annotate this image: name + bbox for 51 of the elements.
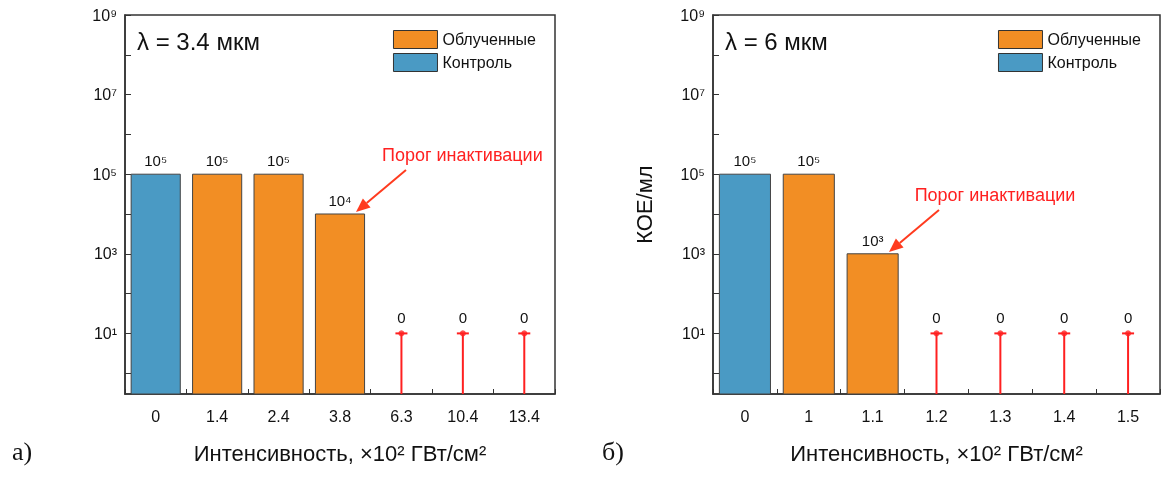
y-tick-label: 10⁹ (92, 6, 117, 24)
text: 0 (458, 309, 468, 327)
text: 0 (520, 309, 529, 327)
y-axis-title: КОЕ/мл (631, 165, 657, 244)
text: 0 (996, 309, 1005, 327)
text: 0 (932, 309, 941, 327)
y-tick-label: 10³ (93, 245, 118, 263)
data-label: 10⁵ (267, 152, 291, 170)
y-tick-label: 10⁹ (680, 6, 705, 24)
y-tick-label: 10¹ (681, 324, 705, 342)
text: λ = 6 мкм (725, 27, 828, 55)
x-tick-label: 1.5 (1116, 407, 1140, 425)
text: 0 (397, 309, 406, 327)
data-label: 10⁵ (733, 152, 757, 170)
text: а) (12, 436, 33, 466)
text: 0 (1060, 309, 1069, 327)
x-tick-label: 2.4 (267, 407, 290, 425)
legend-label: Облученные (1047, 31, 1142, 48)
x-tick-label: 6.3 (390, 407, 413, 425)
legend-label: Контроль (442, 54, 512, 71)
x-tick-label: 13.4 (508, 407, 540, 425)
y-tick-label: 10³ (681, 245, 706, 263)
data-label: 10⁵ (797, 152, 821, 170)
x-tick-label: 1.2 (925, 407, 948, 425)
y-tick-label: 10⁷ (93, 86, 118, 104)
text: λ = 3.4 мкм (137, 27, 260, 55)
x-tick-label: 10.4 (447, 407, 479, 425)
x-tick-label: 1.1 (861, 407, 884, 425)
y-tick-label: 10⁷ (681, 86, 706, 104)
x-tick-label: 1.4 (206, 407, 229, 425)
y-tick-label: 10⁵ (92, 165, 117, 183)
x-tick-label: 0 (151, 407, 161, 425)
legend-label: Облученные (442, 31, 537, 48)
data-label: 10⁵ (144, 152, 168, 170)
y-tick-label: 10⁵ (680, 165, 705, 183)
x-tick-label: 1.4 (1053, 407, 1076, 425)
x-axis-title: Интенсивность, ×10² ГВт/см² (193, 440, 487, 466)
x-tick-label: 3.8 (328, 407, 352, 425)
text: б) (602, 436, 624, 466)
data-label: 10⁵ (205, 152, 229, 170)
data-label: 10⁴ (328, 191, 352, 209)
legend-label: Контроль (1047, 54, 1117, 71)
x-tick-label: 1 (804, 407, 814, 425)
annotation: Порог инактивации (914, 184, 1076, 205)
data-label: 10³ (861, 231, 884, 249)
x-axis-title: Интенсивность, ×10² ГВт/см² (790, 440, 1083, 466)
text: 0 (1123, 309, 1133, 327)
annotation: Порог инактивации (382, 144, 543, 165)
y-tick-label: 10¹ (93, 324, 117, 342)
x-tick-label: 1.3 (989, 407, 1012, 425)
x-tick-label: 0 (740, 407, 750, 425)
